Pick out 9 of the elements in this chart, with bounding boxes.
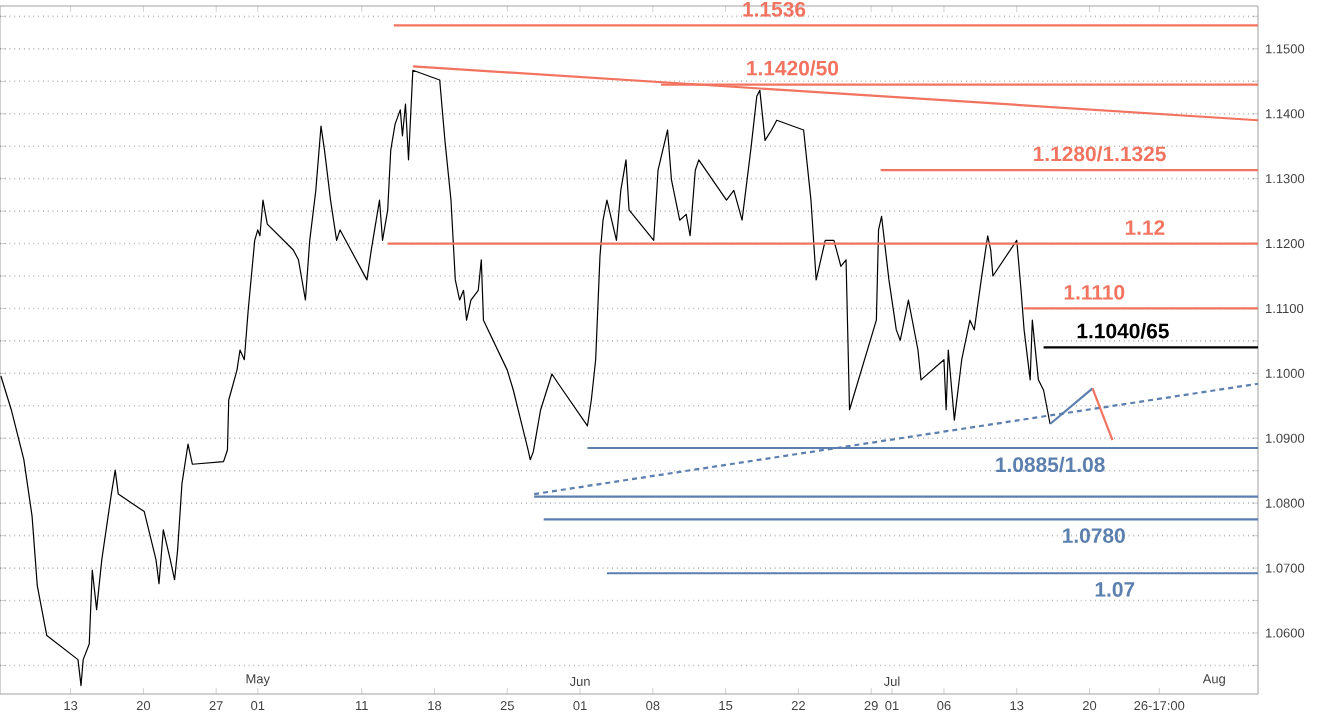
series-label: 1.1420/50 bbox=[747, 60, 839, 76]
series-label: 1.0780 bbox=[1063, 528, 1125, 543]
series-label: 1.1110 bbox=[1064, 284, 1125, 300]
series-label: 1.1040/65 bbox=[1077, 323, 1169, 339]
series-label: 1.07 bbox=[1095, 582, 1135, 597]
series-label: 1.0885/1.08 bbox=[996, 456, 1105, 473]
series-label: 1.1280/1.1325 bbox=[1033, 145, 1166, 162]
series-label: 1.1536 bbox=[743, 1, 806, 17]
series-label: 1.12 bbox=[1125, 220, 1165, 235]
